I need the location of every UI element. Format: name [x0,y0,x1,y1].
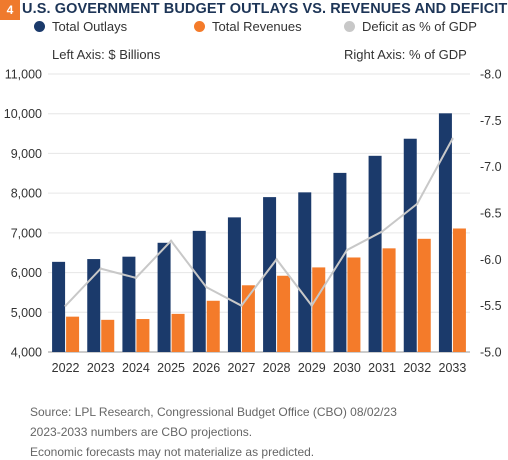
bar-revenues-2024 [136,319,150,352]
bar-revenues-2022 [66,316,80,352]
bar-revenues-2032 [417,238,431,352]
bar-outlays-2027 [227,217,241,352]
legend-label-deficit: Deficit as % of GDP [362,18,477,34]
legend-item-deficit: Deficit as % of GDP [344,19,477,34]
point-deficit-2022 [64,304,67,307]
bar-revenues-2029 [312,267,326,352]
point-deficit-2033 [451,137,454,141]
bar-revenues-2030 [347,257,361,352]
point-deficit-2025 [169,239,173,242]
x-axis-tick-label: 2028 [263,361,291,375]
bar-revenues-2025 [171,313,185,352]
legend-item-revenues: Total Revenues [194,19,302,34]
legend-item-outlays: Total Outlays [34,19,127,34]
x-axis-tick-label: 2024 [122,361,150,375]
right-axis-note: Right Axis: % of GDP [344,47,467,62]
bar-outlays-2022 [52,261,66,352]
legend-swatch-outlays [34,20,45,32]
bar-outlays-2033 [438,113,452,352]
right-axis-tick-label: -8.0 [480,68,502,82]
bar-outlays-2024 [122,256,136,352]
bar-outlays-2025 [157,242,171,352]
line-deficit [64,138,454,308]
x-axis-tick-label: 2033 [439,361,467,375]
left-axis-tick-label: 5,000 [11,306,42,320]
figure-number-badge: 4 [0,0,20,20]
bar-outlays-2023 [87,259,101,352]
x-axis-tick-label: 2027 [228,361,256,375]
point-deficit-2029 [310,304,313,307]
left-axis-tick-label: 8,000 [11,187,42,201]
right-axis-tick-label: -7.5 [480,114,502,128]
left-axis-tick-label: 10,000 [4,107,42,121]
x-axis-tick-label: 2026 [192,361,220,375]
x-axis-tick-label: 2025 [157,361,185,375]
bar-revenues-2031 [382,248,396,352]
source-line-2: 2023-2033 numbers are CBO projections. [30,425,253,439]
source-line-3: Economic forecasts may not materialize a… [30,445,315,459]
x-axis-tick-label: 2022 [52,361,80,375]
left-axis-note: Left Axis: $ Billions [52,47,161,62]
right-axis-tick-label: -6.0 [480,253,502,267]
bar-revenues-2026 [206,300,220,352]
point-deficit-2031 [380,230,384,233]
point-deficit-2027 [240,304,243,307]
bar-revenues-2033 [452,228,466,352]
point-deficit-2030 [345,248,349,252]
point-deficit-2026 [205,285,208,289]
left-axis-tick-label: 7,000 [11,226,42,240]
left-axis-tick-label: 9,000 [11,147,42,161]
right-axis-tick-label: -5.0 [480,346,502,360]
bar-outlays-2031 [368,155,382,352]
legend-swatch-revenues [194,20,205,32]
right-axis-tick-label: -6.5 [480,207,502,221]
chart-canvas: 4,000 5,000 6,000 7,000 8,000 9,000 10,000 11,0… [4,68,502,376]
bar-outlays-2028 [263,197,277,352]
chart-title: U.S. GOVERNMENT BUDGET OUTLAYS VS. REVEN… [22,1,508,17]
left-axis-tick-label: 4,000 [11,346,42,360]
x-axis-tick-label: 2032 [403,361,431,375]
bar-outlays-2029 [298,192,312,352]
point-deficit-2023 [99,267,102,270]
bar-outlays-2026 [192,230,206,352]
bar-revenues-2028 [277,275,291,352]
left-axis-tick-label: 6,000 [11,266,42,280]
x-axis-tick-label: 2029 [298,361,326,375]
legend-label-outlays: Total Outlays [52,18,128,34]
x-axis-tick-label: 2030 [333,361,361,375]
left-axis-tick-label: 11,000 [5,68,42,82]
bar-outlays-2032 [403,138,417,352]
point-deficit-2028 [275,258,278,261]
bar-revenues-2023 [101,319,115,352]
right-axis-tick-label: -7.0 [480,160,502,174]
source-line-1: Source: LPL Research, Congressional Budg… [30,405,397,419]
right-axis-tick-label: -5.5 [480,299,502,313]
point-deficit-2024 [134,276,138,280]
legend-swatch-deficit [344,20,355,32]
x-axis-tick-label: 2023 [87,361,115,375]
point-deficit-2032 [416,202,419,205]
x-axis-tick-label: 2031 [368,361,396,375]
legend-label-revenues: Total Revenues [212,18,302,34]
